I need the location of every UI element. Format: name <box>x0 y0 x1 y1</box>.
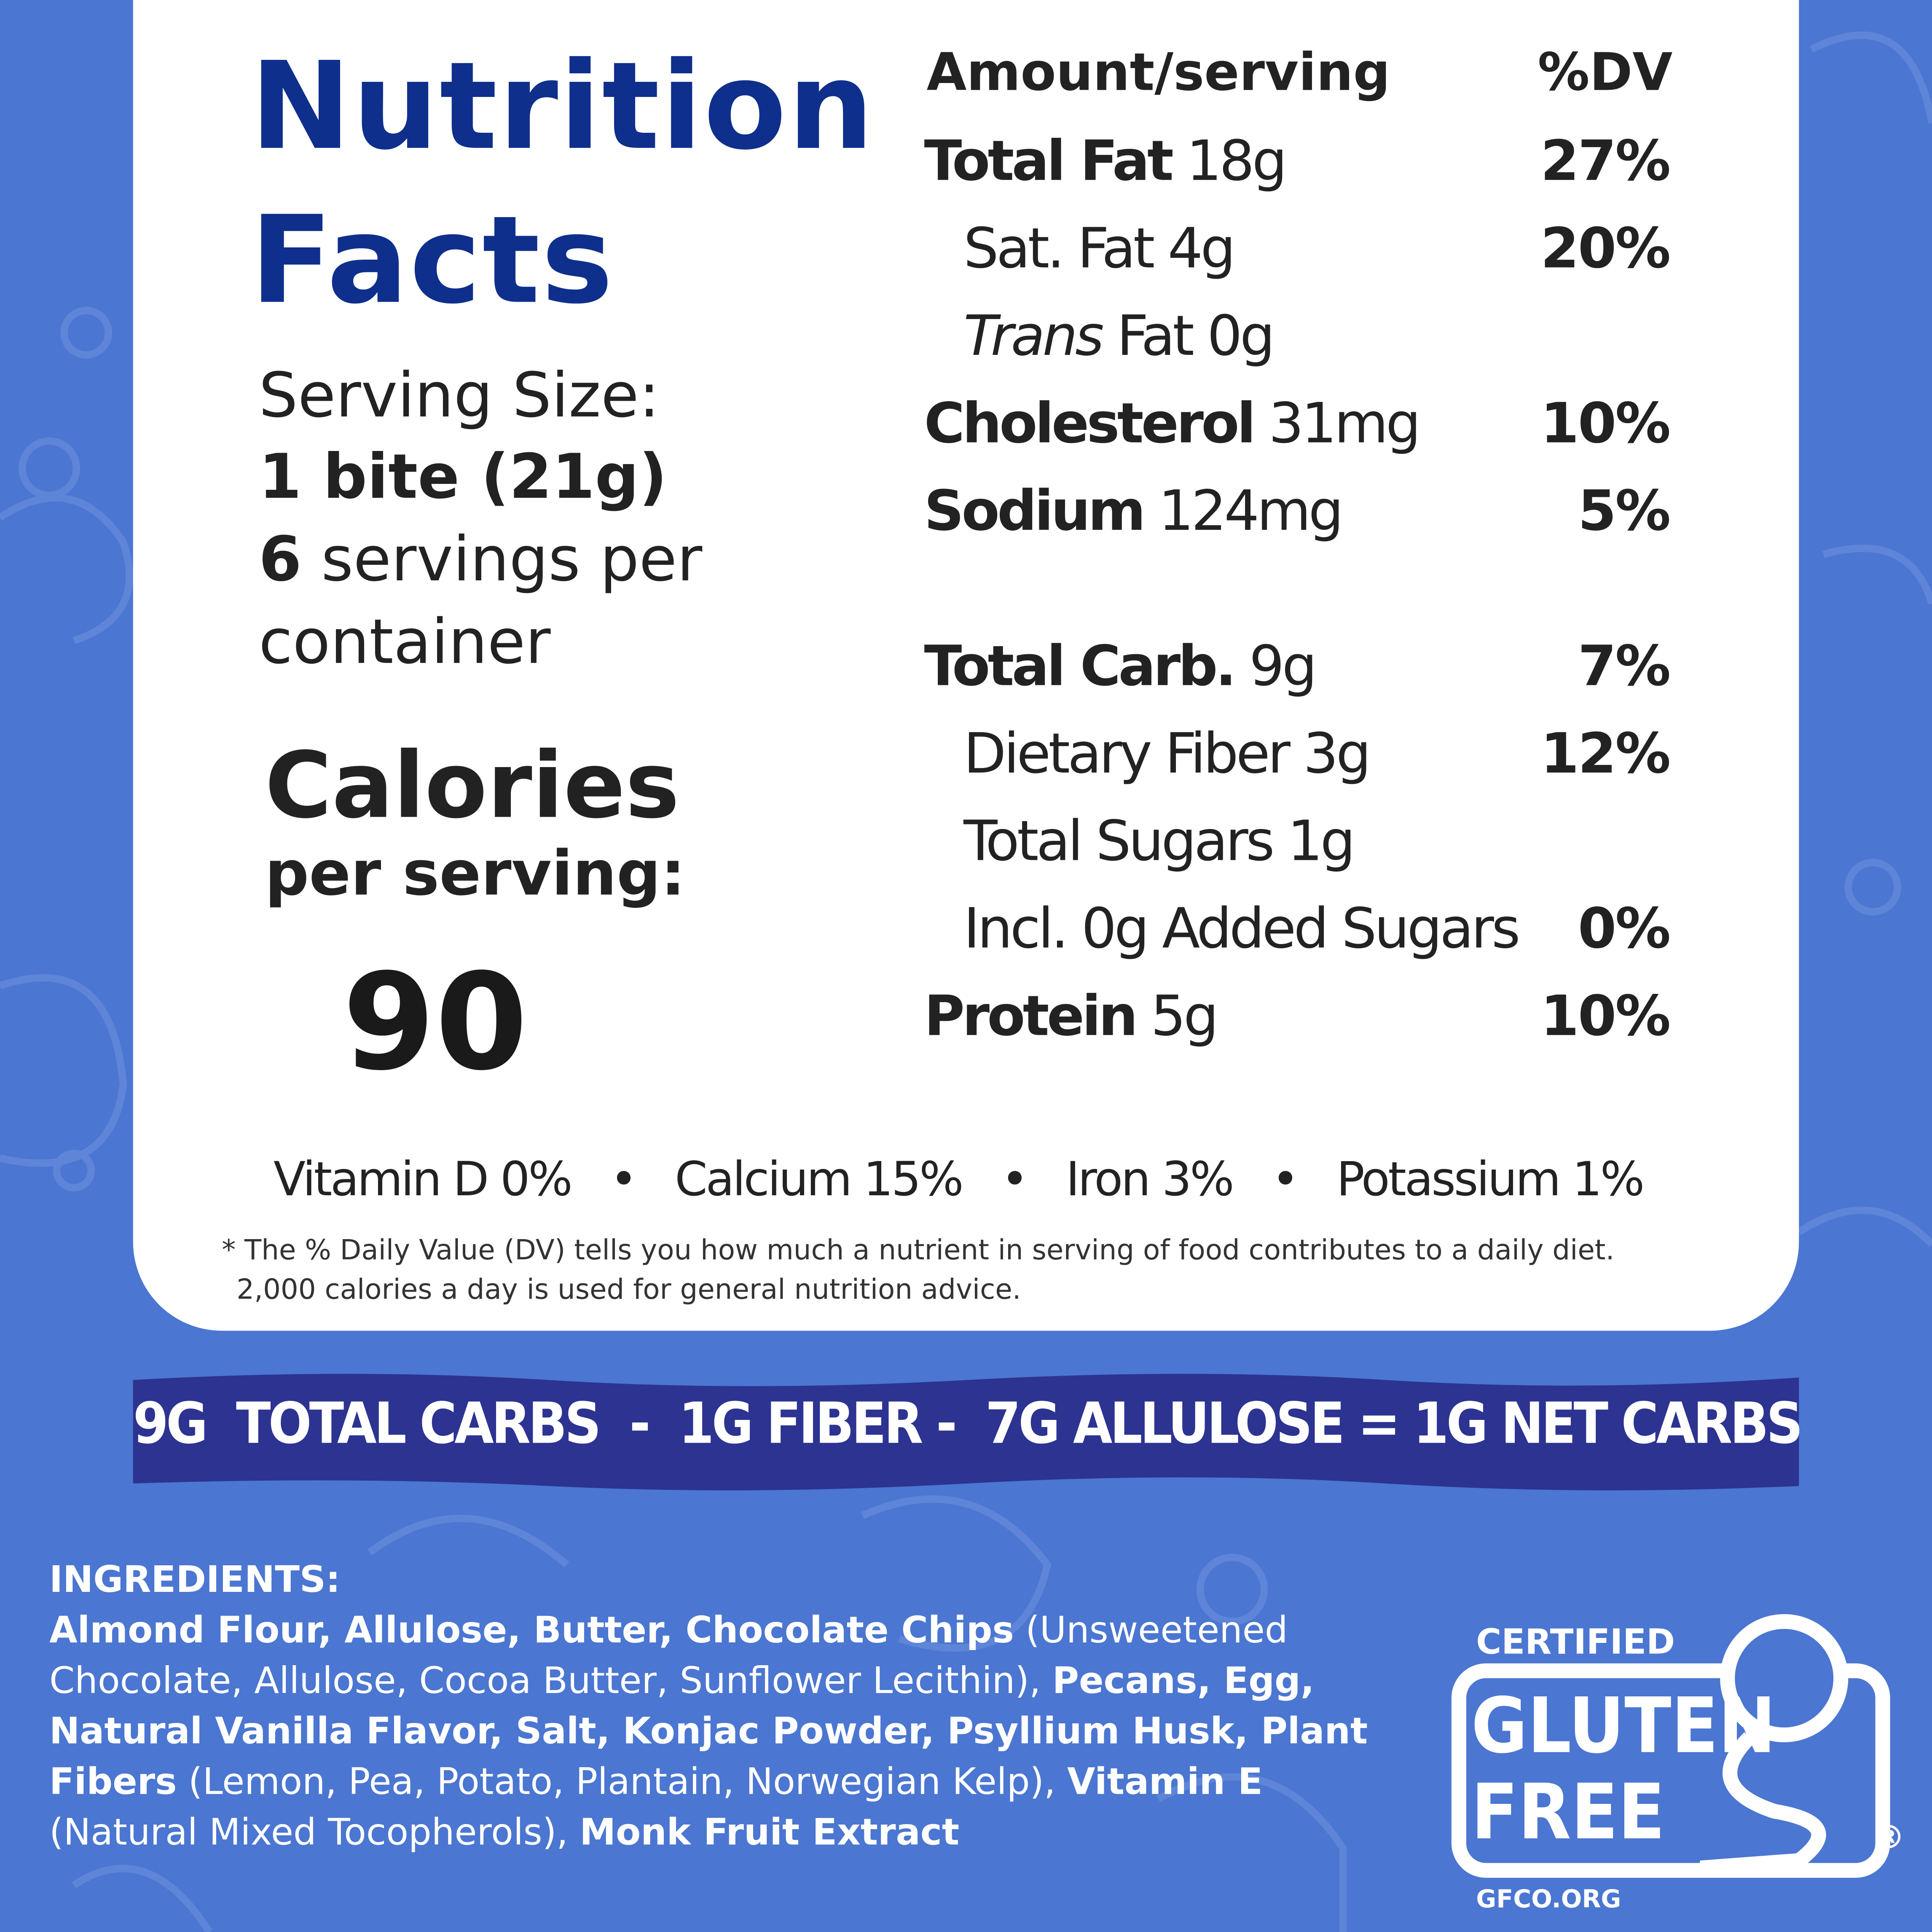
nutrient-amount: 31mg <box>1268 390 1421 456</box>
nutrient-dv: 5% <box>1578 478 1671 544</box>
nutrient-name: Cholesterol <box>924 390 1256 456</box>
servings-count-line: 6 servings per <box>259 523 702 595</box>
nutrient-amount: 4g <box>1167 215 1236 281</box>
vitamin-dv: 3% <box>1162 1152 1234 1207</box>
nutrient-dv: 27% <box>1540 128 1671 193</box>
vitamins: Vitamin D 0% • Calcium 15% • Iron 3% • P… <box>274 1152 1645 1207</box>
nutrient-name: Dietary Fiber <box>963 721 1291 786</box>
separator: • <box>1232 1152 1337 1207</box>
ingredients-heading: INGREDIENTS: <box>49 1559 341 1601</box>
vitamin-dv: 15% <box>863 1152 964 1207</box>
vitamin-name: Potassium <box>1336 1152 1561 1207</box>
footnote: 2,000 calories a day is used for general… <box>236 1274 1021 1306</box>
header-amount: Amount/serving <box>926 42 1390 102</box>
nutrient-name: Total Fat <box>924 128 1174 193</box>
nutrient-row: Total Carb. 9g 7% <box>924 622 1671 710</box>
nutrient-row: Cholesterol 31mg 10% <box>924 379 1671 467</box>
nutrient-name: Total Carb. <box>924 633 1237 699</box>
nutrient-name-italic: Trans <box>963 303 1104 369</box>
calories-sublabel: per serving: <box>265 837 686 910</box>
gluten-free-badge: CERTIFIED GLUTEN FREE ® GFCO.ORG <box>1451 1614 1905 1913</box>
vitamin-name: Calcium <box>675 1152 852 1207</box>
nutrient-row: Protein 5g 10% <box>924 972 1671 1060</box>
nutrient-name: Incl. 0g Added Sugars <box>963 896 1520 961</box>
nutrient-name: Sodium <box>924 478 1146 544</box>
nutrient-dv: 12% <box>1540 721 1671 786</box>
badge-url: GFCO.ORG <box>1476 1885 1621 1913</box>
ingredients-text: Almond Flour, Allulose, Butter, Chocolat… <box>49 1605 1393 1858</box>
net-carbs-banner: 9G TOTAL CARBS - 1G FIBER - 7G ALLULOSE … <box>133 1390 1803 1457</box>
nutrient-dv: 7% <box>1578 633 1671 699</box>
group-gap <box>924 555 1670 623</box>
title-line: Nutrition <box>250 37 875 177</box>
nutrient-row: Total Sugars 1g <box>924 797 1670 885</box>
ingredient-part: Monk Fruit Extract <box>580 1811 960 1853</box>
nutrient-row: Trans Fat 0g <box>924 292 1670 380</box>
servings-text: container <box>258 606 551 678</box>
nutrient-dv: 20% <box>1540 215 1671 281</box>
nutrient-table: Total Fat 18g 27% Sat. Fat 4g 20% Trans Fat … <box>924 117 1671 1060</box>
ingredient-part: Vitamin E <box>1067 1760 1263 1803</box>
nutrient-amount: 3g <box>1303 721 1371 786</box>
nutrient-row: Sodium 124mg 5% <box>924 467 1671 555</box>
serving-label: Serving Size: <box>258 360 660 432</box>
banner-shape <box>133 1374 1799 1491</box>
header-dv: %DV <box>1538 42 1673 102</box>
vitamin-dv: 1% <box>1572 1152 1645 1207</box>
calories-value: 90 <box>342 946 528 1100</box>
nutrient-amount: 1g <box>1287 808 1355 874</box>
serving-size: 1 bite (21g) <box>258 441 667 513</box>
nutrient-name: Fat <box>1116 303 1194 369</box>
badge-mark: ® <box>1873 1818 1905 1856</box>
nutrient-amount: 5g <box>1151 983 1218 1049</box>
ingredient-part: (Unsweetened Chocolate, Allulose, Cocoa … <box>49 1609 1288 1702</box>
badge-line: FREE <box>1471 1768 1665 1857</box>
footnote: * The % Daily Value (DV) tells you how m… <box>222 1234 1615 1267</box>
servings-count: 6 <box>258 523 302 596</box>
calories-label: Calories <box>265 733 680 839</box>
badge-line: GLUTEN <box>1471 1681 1776 1770</box>
vitamin-dv: 0% <box>500 1152 573 1207</box>
ingredient-part: Almond Flour, Allulose, Butter, Chocolat… <box>49 1609 1014 1651</box>
nutrient-row: Total Fat 18g 27% <box>924 117 1671 205</box>
vitamin-name: Iron <box>1066 1152 1151 1207</box>
nutrient-dv: 10% <box>1540 983 1671 1049</box>
ingredient-part: (Lemon, Pea, Potato, Plantain, Norwegian… <box>177 1760 1067 1803</box>
separator: • <box>571 1152 675 1207</box>
nutrition-card <box>133 0 1799 1331</box>
nutrient-amount: 9g <box>1249 633 1317 699</box>
nutrient-amount: 18g <box>1186 128 1287 193</box>
nutrient-dv: 0% <box>1578 896 1671 961</box>
nutrient-name: Protein <box>924 983 1138 1049</box>
ingredient-part: Pecans, Egg, Natural Vanilla Flavor, Sal… <box>49 1659 1368 1803</box>
ingredient-part: (Natural Mixed Tocopherols), <box>49 1811 580 1853</box>
nutrient-name: Total Sugars <box>963 808 1275 874</box>
nutrient-amount: 124mg <box>1158 478 1344 544</box>
badge-top: CERTIFIED <box>1476 1622 1675 1662</box>
servings-text: servings per <box>321 523 703 596</box>
nutrient-dv: 10% <box>1540 390 1671 456</box>
nutrient-row: Dietary Fiber 3g 12% <box>924 710 1671 797</box>
nutrient-name: Sat. Fat <box>963 215 1155 281</box>
separator: • <box>962 1152 1066 1207</box>
nutrient-row: Incl. 0g Added Sugars 0% <box>924 885 1671 972</box>
nutrient-row: Sat. Fat 4g 20% <box>924 204 1671 292</box>
ingredients: INGREDIENTS: Almond Flour, Allulose, Butt… <box>49 1555 1393 1858</box>
nutrient-amount: 0g <box>1207 303 1275 369</box>
vitamin-name: Vitamin D <box>274 1152 489 1207</box>
title-line: Facts <box>250 191 614 332</box>
